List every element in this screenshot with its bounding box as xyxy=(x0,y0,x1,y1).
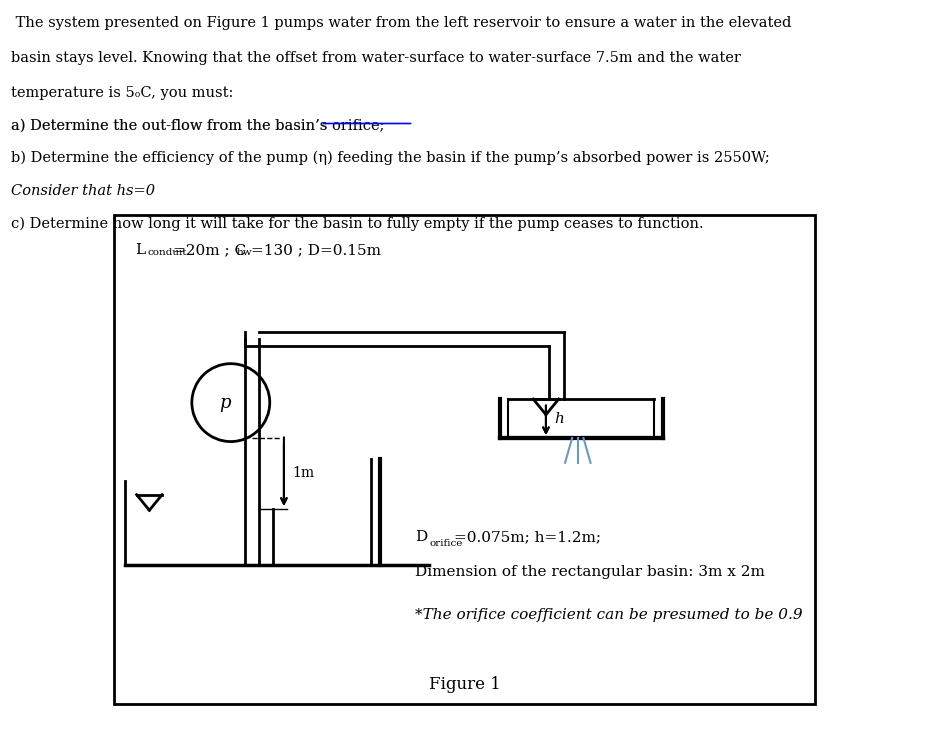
Text: a) Determine the out-flow from the basin’s: a) Determine the out-flow from the basin… xyxy=(11,118,332,133)
Text: Dimension of the rectangular basin: 3m x 2m: Dimension of the rectangular basin: 3m x… xyxy=(415,566,764,580)
Text: D: D xyxy=(415,530,427,544)
Text: *The orifice coefficient can be presumed to be 0.9: *The orifice coefficient can be presumed… xyxy=(415,608,802,622)
Text: =130 ; D=0.15m: =130 ; D=0.15m xyxy=(251,243,380,257)
Text: b) Determine the efficiency of the pump (η) feeding the basin if the pump’s abso: b) Determine the efficiency of the pump … xyxy=(11,151,769,165)
Text: temperature is 5ₒC, you must:: temperature is 5ₒC, you must: xyxy=(11,86,233,100)
Text: =20m ; C: =20m ; C xyxy=(173,243,246,257)
Text: c) Determine how long it will take for the basin to fully empty if the pump ceas: c) Determine how long it will take for t… xyxy=(11,217,703,231)
Text: L: L xyxy=(135,243,145,257)
Text: a) Determine the out-flow from the basin’s: a) Determine the out-flow from the basin… xyxy=(11,118,332,133)
Text: Consider that hs=0: Consider that hs=0 xyxy=(11,184,155,198)
Text: =0.075m; h=1.2m;: =0.075m; h=1.2m; xyxy=(454,530,600,544)
Text: The system presented on Figure 1 pumps water from the left reservoir to ensure a: The system presented on Figure 1 pumps w… xyxy=(11,16,791,31)
Text: h: h xyxy=(554,412,563,426)
Text: conduit: conduit xyxy=(147,249,187,257)
Text: hw: hw xyxy=(237,249,251,257)
Text: 1m: 1m xyxy=(292,467,315,480)
Text: a) Determine the out-flow from the basin’s orifice;: a) Determine the out-flow from the basin… xyxy=(11,118,384,133)
Text: orifice: orifice xyxy=(429,539,462,547)
Text: p: p xyxy=(219,394,231,412)
Text: basin stays level. Knowing that the offset from water-surface to water-surface 7: basin stays level. Knowing that the offs… xyxy=(11,51,741,65)
Text: Figure 1: Figure 1 xyxy=(428,676,500,693)
